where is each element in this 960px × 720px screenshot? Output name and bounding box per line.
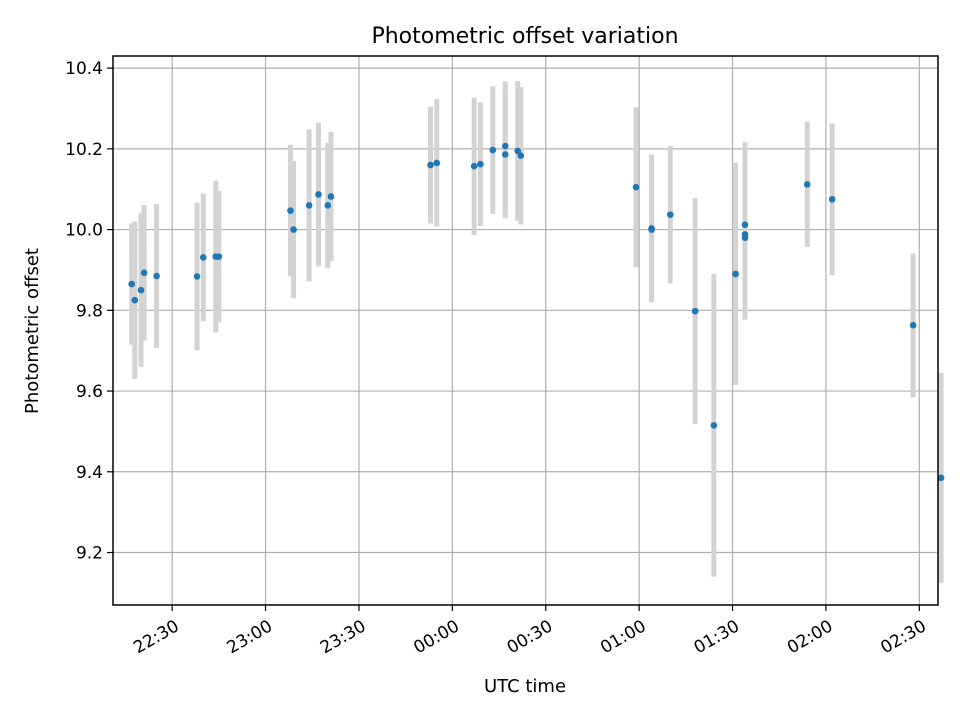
data-point (427, 161, 434, 169)
data-point (937, 474, 945, 482)
data-point (501, 142, 509, 150)
x-tick-label: 01:30 (691, 616, 743, 658)
data-point (290, 226, 297, 233)
x-tick-label: 02:00 (784, 616, 836, 658)
y-tick-label: 9.8 (76, 301, 103, 321)
data-point (741, 231, 749, 238)
data-point (324, 202, 332, 209)
x-tick-label: 23:30 (317, 616, 369, 658)
data-point (501, 151, 509, 158)
x-tick-label: 22:30 (130, 616, 182, 658)
y-tick-label: 9.2 (76, 544, 103, 564)
x-axis-label: UTC time (484, 676, 566, 697)
data-point (477, 160, 484, 168)
x-tick-label: 01:00 (597, 616, 649, 658)
data-point (691, 307, 699, 315)
data-point (327, 193, 335, 200)
data-point (741, 221, 749, 229)
data-point (287, 207, 294, 214)
plot-frame (112, 55, 939, 606)
data-points (128, 142, 945, 482)
data-point (909, 321, 917, 329)
y-tick-label: 10.0 (65, 221, 103, 241)
data-point (153, 272, 160, 280)
data-point (193, 273, 201, 280)
data-point (803, 181, 811, 188)
y-tick-label: 10.2 (65, 140, 103, 160)
x-tick-label: 00:00 (410, 616, 462, 658)
data-point (433, 159, 441, 167)
data-point (710, 422, 718, 429)
data-point (732, 270, 739, 278)
data-point (215, 253, 223, 260)
data-point (514, 147, 522, 155)
data-point (199, 254, 207, 261)
y-axis-label: Photometric offset (22, 248, 43, 414)
data-point (128, 280, 135, 288)
y-tick-label: 9.6 (76, 382, 103, 402)
data-point (489, 146, 497, 154)
data-point (137, 286, 145, 294)
data-point (648, 226, 655, 233)
x-tick-label: 00:30 (504, 616, 556, 658)
x-tick-label: 02:30 (877, 616, 929, 658)
data-point (470, 162, 478, 170)
data-point (828, 196, 836, 203)
data-point (517, 152, 525, 160)
y-tick-label: 9.4 (76, 463, 103, 483)
x-tick-label: 23:00 (224, 616, 276, 658)
chart-title: Photometric offset variation (371, 24, 678, 49)
y-tick-label: 10.4 (65, 59, 103, 79)
error-bars (129, 81, 944, 583)
data-point (632, 183, 640, 191)
data-point (131, 296, 139, 304)
data-point (305, 202, 313, 209)
data-point (315, 191, 322, 198)
data-point (666, 211, 674, 218)
data-point (140, 269, 148, 277)
grid (113, 56, 938, 605)
